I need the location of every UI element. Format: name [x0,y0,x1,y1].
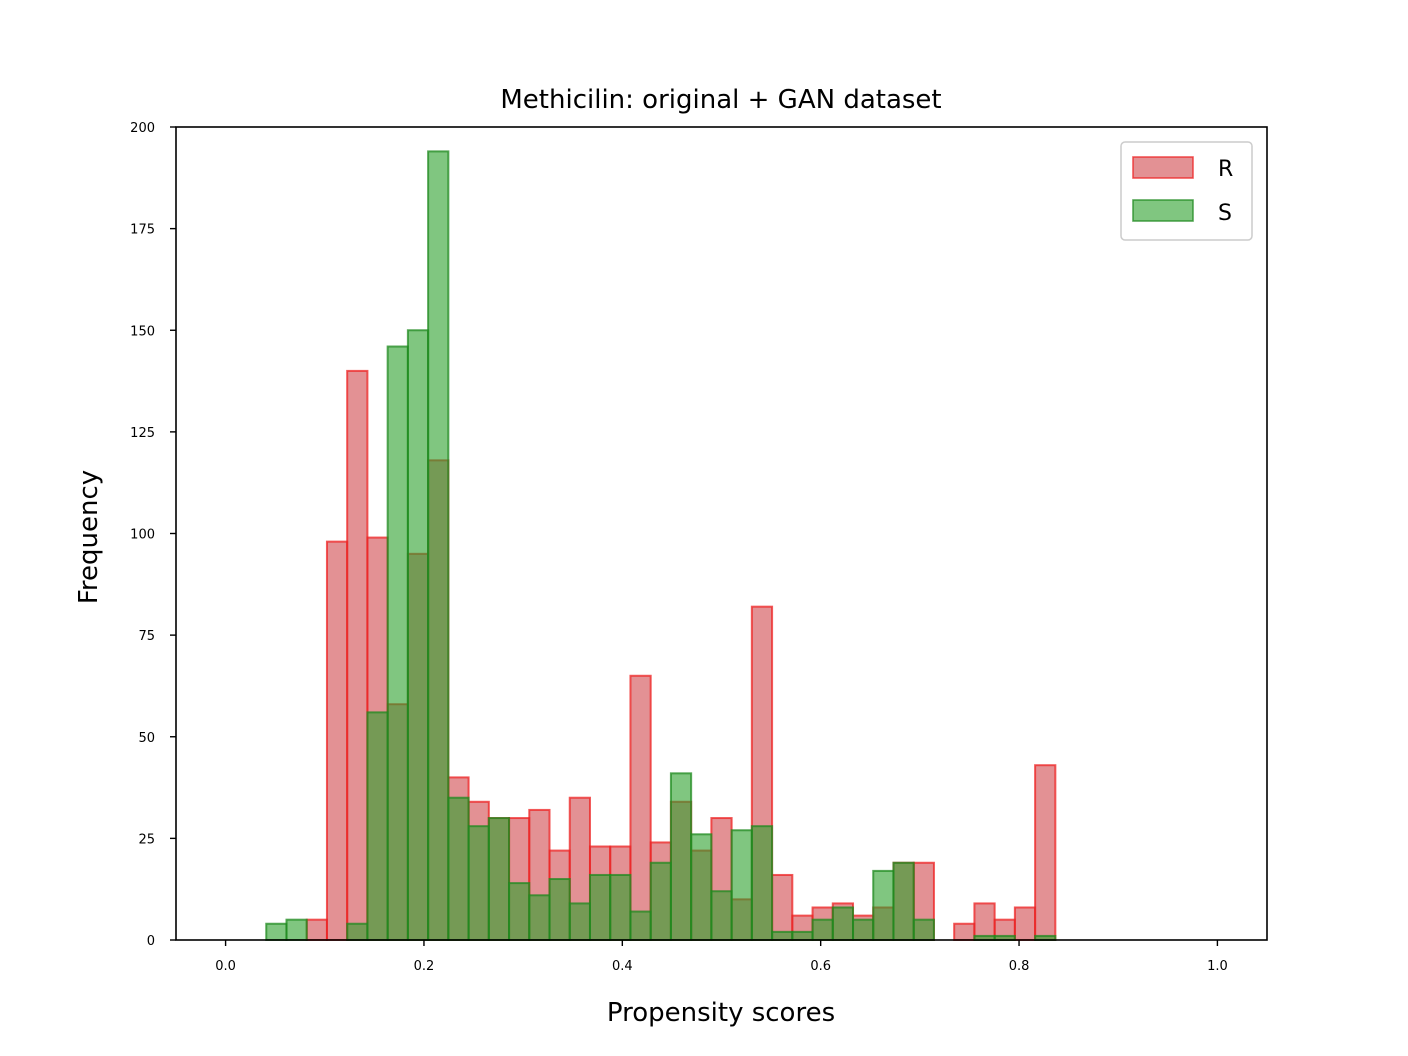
bar-s-19 [649,861,672,942]
x-tick-label: 0.4 [612,959,633,974]
x-tick-label: 1.0 [1207,959,1228,974]
x-axis-label: Propensity scores [607,998,835,1028]
bar-s-23 [730,829,753,941]
bar-s-13 [528,894,551,941]
legend-label-r: R [1218,157,1233,182]
bar-s-29 [852,918,875,941]
bar-s-8 [427,150,450,941]
bar-r-18 [629,674,652,942]
bar-s-1 [285,918,308,941]
bar-s-25 [771,930,794,941]
x-tick-label: 0.0 [215,959,236,974]
bar-s-5 [366,711,389,941]
bar-r-25 [771,873,794,942]
bar-s-9 [447,796,470,941]
bar-r-37 [1013,906,1037,941]
bar-r-4 [346,369,369,941]
bar-s-22 [710,890,733,941]
legend-swatch-r [1132,156,1194,179]
bar-s-14 [548,878,571,942]
bar-s-24 [750,825,774,941]
bar-s-21 [690,833,713,941]
bar-s-6 [386,345,409,941]
y-axis-label: Frequency [74,470,104,604]
legend: R S [1120,141,1253,241]
bar-s-12 [508,882,531,942]
y-tick-label: 50 [138,731,155,746]
y-tick-label: 100 [130,528,155,543]
bar-s-31 [892,861,915,942]
legend-swatch-s [1132,199,1194,222]
bar-r-38 [1034,764,1057,942]
legend-label-s: S [1218,201,1232,226]
y-tick-label: 150 [130,324,155,339]
bar-s-17 [609,873,632,942]
y-tick-label: 125 [130,426,155,441]
bar-s-4 [346,922,369,941]
y-tick-label: 175 [130,223,155,238]
y-tick-label: 25 [138,832,155,847]
bar-r-34 [953,922,976,941]
bar-s-16 [588,873,612,942]
bar-s-10 [467,825,490,941]
bar-s-28 [831,906,855,941]
bar-s-18 [629,910,652,941]
bar-r-2 [305,918,328,941]
bar-s-7 [406,329,430,941]
x-tick-label: 0.8 [1009,959,1030,974]
y-tick-label: 200 [130,121,155,136]
bar-s-27 [811,918,834,941]
bar-s-0 [265,922,288,941]
bar-s-32 [912,918,935,941]
y-tick-label: 0 [147,934,155,949]
x-tick-label: 0.2 [414,959,435,974]
bar-s-26 [791,930,814,941]
y-tick-label: 75 [138,629,155,644]
bar-s-20 [669,772,693,942]
bars-layer [265,150,1057,942]
bar-s-30 [872,869,895,942]
ticks-layer: 0.0 0.2 0.4 0.6 0.8 1.0 0 25 50 75 100 125 150 175 200 [130,121,1228,974]
bar-r-35 [973,902,996,941]
bar-r-3 [325,540,349,941]
bar-s-15 [568,902,591,941]
x-tick-label: 0.6 [810,959,831,974]
bar-s-11 [487,817,511,941]
chart-title: Methicilin: original + GAN dataset [500,85,941,115]
